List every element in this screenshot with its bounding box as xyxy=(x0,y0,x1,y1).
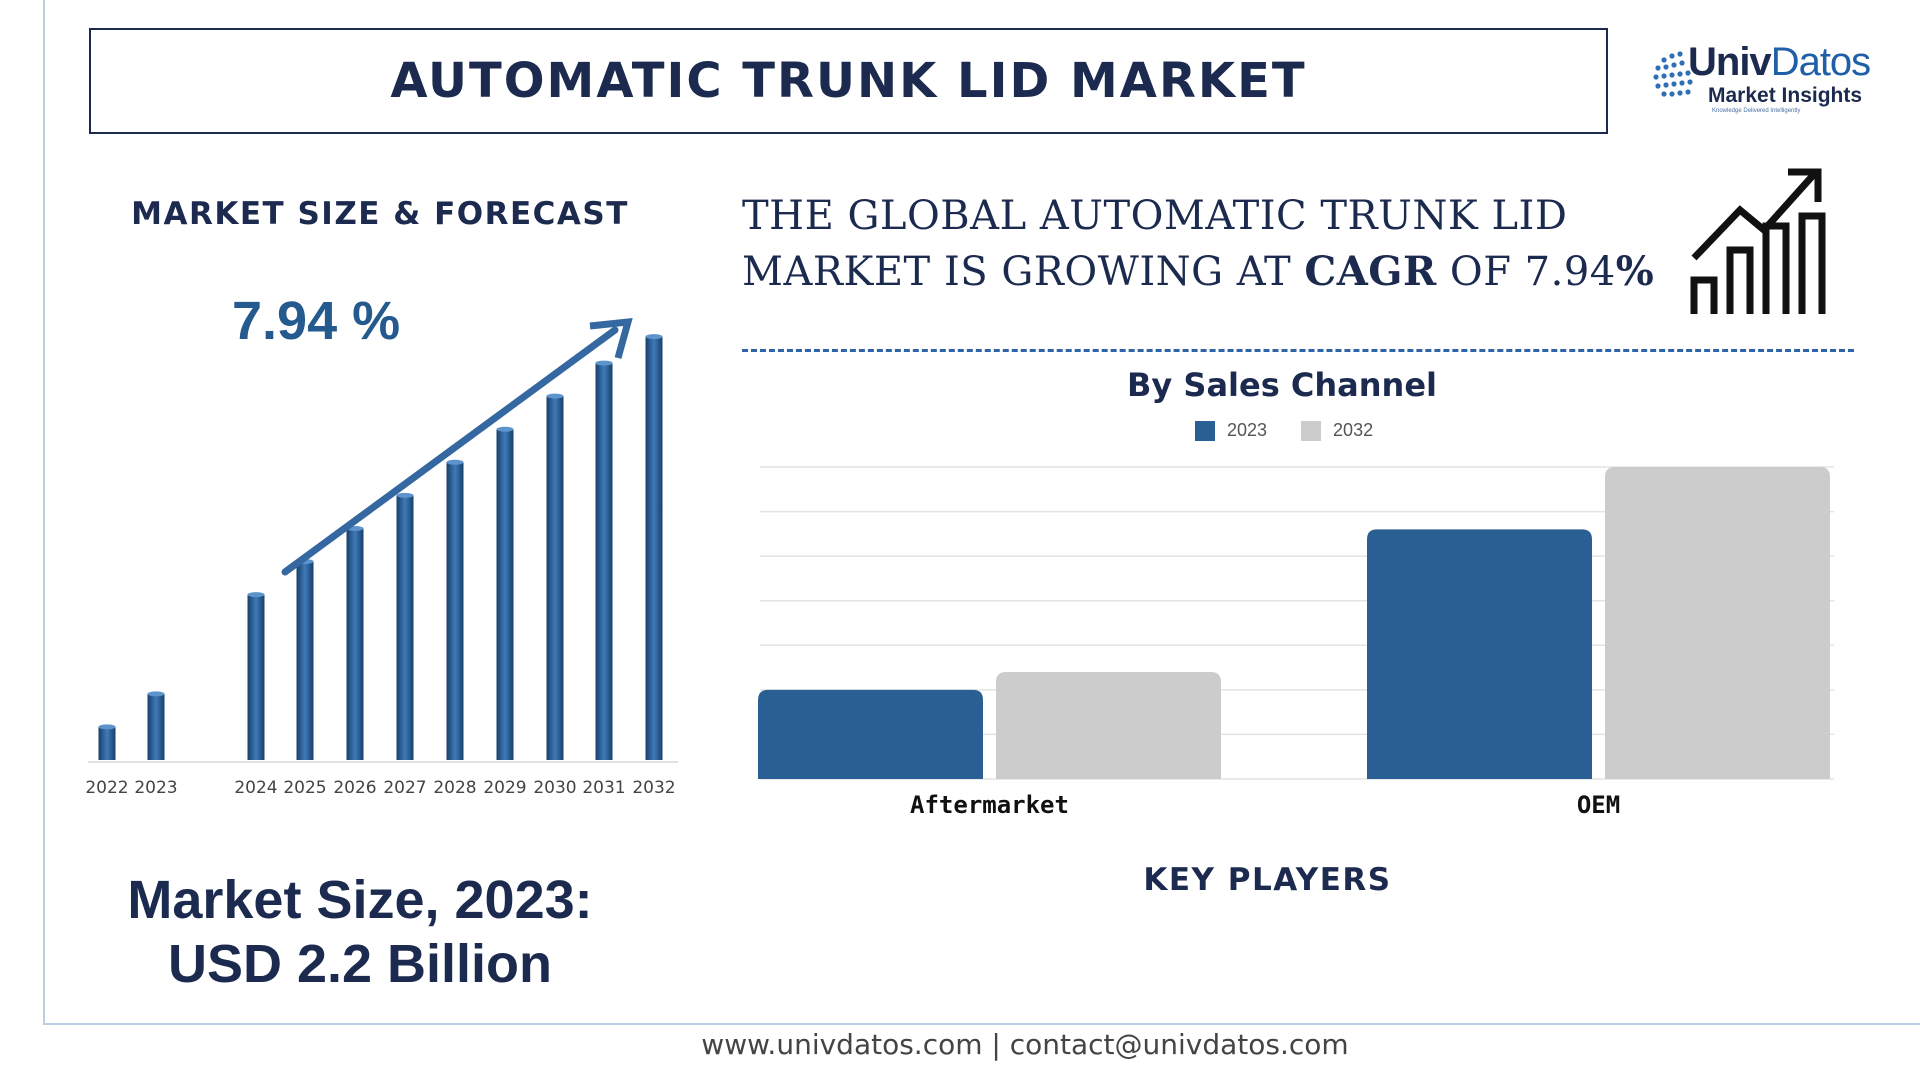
channel-bar-aftermarket-2023 xyxy=(758,689,983,779)
forecast-bar-cap-2022 xyxy=(98,724,116,730)
section-divider xyxy=(742,349,1854,352)
channel-bar-oem-2032 xyxy=(1605,467,1830,779)
market-size-line2: USD 2.2 Billion xyxy=(167,934,553,994)
forecast-bar-2024 xyxy=(247,594,265,760)
forecast-bar-2030 xyxy=(546,396,564,760)
title-banner: AUTOMATIC TRUNK LID MARKET xyxy=(89,28,1608,134)
legend-swatch-2032 xyxy=(1301,420,1322,441)
headline-line2: MARKET IS GROWING AT CAGR OF 7.94% xyxy=(742,248,1655,295)
market-size-line1: Market Size, 2023: xyxy=(127,870,593,930)
forecast-bar-cap-2031 xyxy=(595,360,613,366)
forecast-tick-2027: 2027 xyxy=(383,778,426,798)
footer-contact: www.univdatos.com | contact@univdatos.co… xyxy=(701,1028,1349,1061)
forecast-bar-cap-2028 xyxy=(446,459,464,465)
trend-arrow-icon xyxy=(281,326,619,576)
channel-chart-title: By Sales Channel xyxy=(1127,366,1437,404)
forecast-tick-2029: 2029 xyxy=(483,778,526,798)
legend-item-2023: 2023 xyxy=(1195,420,1267,441)
channel-tick-aftermarket: Aftermarket xyxy=(910,791,1069,819)
cagr-value: 7.94 % xyxy=(232,291,401,351)
legend-swatch-2023 xyxy=(1195,420,1215,441)
forecast-bar-2031 xyxy=(595,363,613,760)
forecast-bar-2023 xyxy=(147,693,165,760)
forecast-bar-cap-2029 xyxy=(496,426,514,432)
channel-tick-oem: OEM xyxy=(1577,791,1620,819)
growth-chart-icon xyxy=(1690,168,1826,314)
forecast-bar-2025 xyxy=(296,561,314,760)
forecast-tick-2023: 2023 xyxy=(134,778,177,798)
forecast-bar-2029 xyxy=(496,429,514,760)
legend-item-2032: 2032 xyxy=(1301,420,1373,441)
forecast-bar-2027 xyxy=(396,495,414,760)
channel-bar-aftermarket-2032 xyxy=(996,672,1221,779)
market-size-heading: MARKET SIZE & FORECAST xyxy=(131,196,629,232)
globe-logo-icon xyxy=(1653,51,1693,97)
forecast-bar-cap-2027 xyxy=(396,492,414,498)
forecast-tick-2022: 2022 xyxy=(85,778,128,798)
forecast-bar-2028 xyxy=(446,462,464,760)
forecast-bar-2022 xyxy=(98,726,116,760)
forecast-tick-2028: 2028 xyxy=(433,778,476,798)
channel-bar-oem-2023 xyxy=(1367,529,1592,779)
page-frame xyxy=(43,0,1920,1025)
headline-line1: THE GLOBAL AUTOMATIC TRUNK LID xyxy=(742,193,1568,239)
market-size-text: Market Size, 2023: USD 2.2 Billion xyxy=(60,868,660,996)
forecast-bar-2032 xyxy=(645,336,663,760)
legend-label-2023: 2023 xyxy=(1227,420,1268,440)
forecast-tick-2030: 2030 xyxy=(533,778,576,798)
forecast-bar-cap-2023 xyxy=(147,691,165,697)
company-logo: UnivDatos Market Insights Knowledge Deli… xyxy=(1650,40,1871,120)
legend-label-2032: 2032 xyxy=(1333,420,1374,440)
forecast-bar-cap-2030 xyxy=(546,393,564,399)
logo-brand: UnivDatos xyxy=(1688,40,1871,84)
forecast-tick-2024: 2024 xyxy=(234,778,277,798)
forecast-bar-chart: 2022 2023 2024 2025 2026 2027 2028 2029 2030 2031… xyxy=(85,317,678,798)
logo-tagline: Knowledge Delivered Intelligently xyxy=(1712,108,1801,114)
forecast-tick-2031: 2031 xyxy=(582,778,625,798)
page-title: AUTOMATIC TRUNK LID MARKET xyxy=(390,53,1307,109)
forecast-bar-2026 xyxy=(346,528,364,760)
forecast-tick-2032: 2032 xyxy=(632,778,675,798)
logo-subtitle: Market Insights xyxy=(1708,84,1863,107)
sales-channel-bar-chart: Aftermarket OEM xyxy=(758,466,1834,819)
forecast-tick-2026: 2026 xyxy=(333,778,376,798)
forecast-bar-cap-2032 xyxy=(645,334,663,340)
key-players-heading: KEY PLAYERS xyxy=(1143,862,1392,898)
forecast-tick-2025: 2025 xyxy=(283,778,326,798)
forecast-bar-cap-2024 xyxy=(247,592,265,598)
cagr-headline: THE GLOBAL AUTOMATIC TRUNK LID MARKET IS… xyxy=(742,188,1702,300)
channel-legend: 2023 2032 xyxy=(1195,420,1373,441)
trend-arrow-head xyxy=(589,317,633,359)
